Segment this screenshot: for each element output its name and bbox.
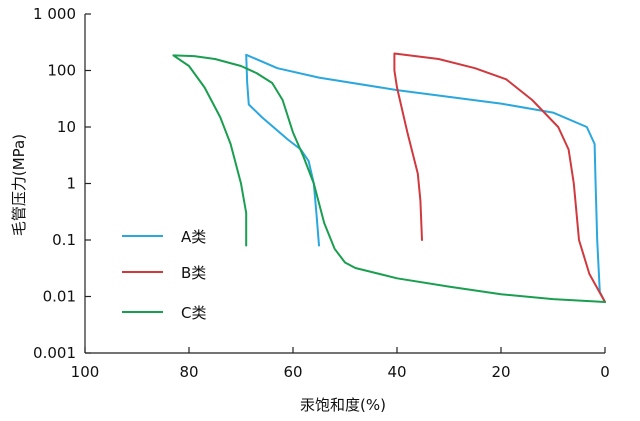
- x-tick-label: 100: [71, 363, 100, 381]
- y-tick-label: 100: [47, 62, 76, 80]
- y-tick-label: 1 000: [33, 5, 76, 23]
- series-layer: [172, 52, 606, 303]
- series-line: [172, 54, 606, 303]
- y-axis-title: 毛管压力(MPa): [10, 134, 28, 236]
- legend: A类 B类 C类: [122, 228, 206, 322]
- y-tick-label: 1: [66, 175, 76, 193]
- legend-label: A类: [181, 228, 206, 246]
- y-tick-label: 0.001: [33, 344, 76, 362]
- x-tick-label: 20: [491, 363, 510, 381]
- x-axis-ticks: 100 80 60 40 20 0: [71, 347, 610, 381]
- x-tick-label: 40: [387, 363, 406, 381]
- legend-label: C类: [181, 304, 206, 322]
- x-tick-label: 80: [179, 363, 198, 381]
- y-tick-label: 0.1: [52, 231, 76, 249]
- series-line: [245, 53, 606, 303]
- x-axis-title: 汞饱和度(%): [300, 396, 386, 414]
- x-tick-label: 60: [283, 363, 302, 381]
- y-axis-ticks: 0.001 0.01 0.1 1 10 100 1 000: [33, 5, 91, 362]
- y-tick-label: 10: [57, 118, 76, 136]
- plot-frame: [84, 14, 605, 354]
- x-tick-label: 0: [600, 363, 610, 381]
- legend-label: B类: [181, 264, 206, 282]
- series-line: [393, 52, 606, 303]
- y-tick-label: 0.01: [43, 288, 76, 306]
